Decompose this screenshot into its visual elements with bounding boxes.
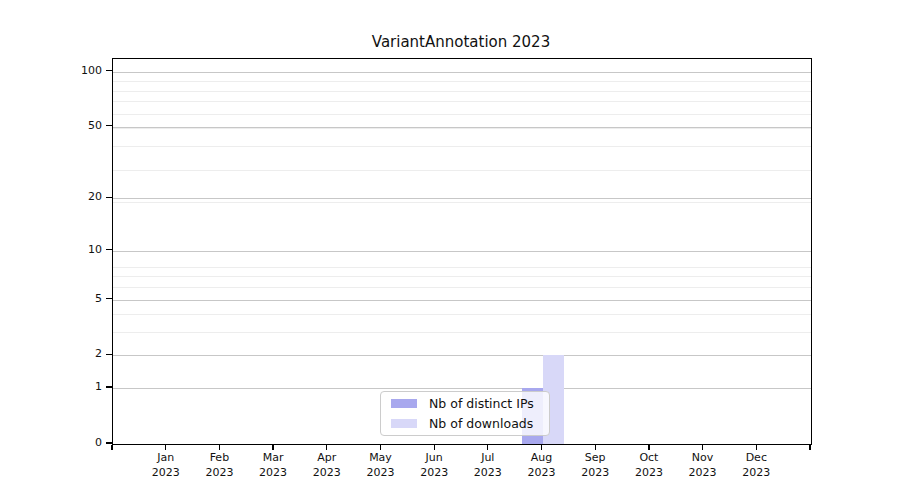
x-tick — [272, 445, 273, 450]
gridline-minor — [113, 101, 811, 102]
gridline-major — [113, 72, 811, 73]
x-tick-label: Aug2023 — [512, 450, 572, 480]
figure: VariantAnnotation 2023 0 1 2 5 10 20 50 100 Jan… — [0, 0, 900, 500]
y-tick — [106, 70, 112, 71]
gridline-major — [113, 388, 811, 389]
gridline-minor — [113, 81, 811, 82]
x-tick — [702, 445, 703, 450]
x-tick-label: Feb2023 — [189, 450, 249, 480]
x-tick — [595, 445, 596, 450]
legend: Nb of distinct IPs Nb of downloads — [380, 391, 550, 436]
x-tick-label: Apr2023 — [297, 450, 357, 480]
gridline-minor — [113, 128, 811, 129]
x-tick — [380, 445, 381, 450]
x-tick — [648, 445, 649, 450]
x-tick-label: Jan2023 — [136, 450, 196, 480]
gridline-minor — [113, 91, 811, 92]
legend-label: Nb of distinct IPs — [429, 396, 534, 411]
gridline-minor — [113, 267, 811, 268]
y-tick-label: 2 — [62, 347, 102, 361]
gridline-major — [113, 198, 811, 199]
y-tick — [106, 442, 112, 443]
y-tick-label: 100 — [62, 64, 102, 78]
gridline-minor — [113, 114, 811, 115]
x-tick-label: Oct2023 — [619, 450, 679, 480]
x-tick — [809, 445, 810, 450]
legend-label: Nb of downloads — [429, 416, 533, 431]
x-tick — [165, 445, 166, 450]
y-tick-label: 50 — [62, 119, 102, 133]
legend-item-distinct-ips: Nb of distinct IPs — [389, 396, 541, 411]
gridline-major — [113, 355, 811, 356]
y-tick-label: 5 — [62, 292, 102, 306]
y-tick — [106, 125, 112, 126]
gridline-minor — [113, 170, 811, 171]
x-tick-label: May2023 — [351, 450, 411, 480]
gridline-minor — [113, 314, 811, 315]
gridline-major — [113, 300, 811, 301]
x-tick-label: Sep2023 — [565, 450, 625, 480]
legend-swatch-distinct-ips — [391, 399, 417, 408]
legend-swatch-downloads — [391, 419, 417, 428]
x-tick — [541, 445, 542, 450]
y-tick — [106, 249, 112, 250]
x-tick-label: Nov2023 — [673, 450, 733, 480]
x-tick-label: Jul2023 — [458, 450, 518, 480]
gridline-minor — [113, 146, 811, 147]
x-tick-label: Dec2023 — [726, 450, 786, 480]
legend-item-downloads: Nb of downloads — [389, 416, 541, 431]
x-tick-label: Jun2023 — [404, 450, 464, 480]
gridline-minor — [113, 287, 811, 288]
gridline-minor — [113, 276, 811, 277]
y-tick — [106, 354, 112, 355]
gridline-minor — [113, 202, 811, 203]
x-tick — [434, 445, 435, 450]
x-tick — [111, 445, 112, 450]
y-tick — [106, 197, 112, 198]
x-tick-label: Mar2023 — [243, 450, 303, 480]
x-tick — [326, 445, 327, 450]
x-tick — [219, 445, 220, 450]
y-tick — [106, 386, 112, 387]
gridline-major — [113, 251, 811, 252]
gridline-major — [113, 127, 811, 128]
chart-title: VariantAnnotation 2023 — [112, 33, 810, 51]
y-tick-label: 1 — [62, 380, 102, 394]
y-tick-label: 20 — [62, 190, 102, 204]
x-tick — [487, 445, 488, 450]
plot-area — [112, 58, 812, 445]
gridline-minor — [113, 332, 811, 333]
y-tick-label: 10 — [62, 243, 102, 257]
y-tick-label: 0 — [62, 436, 102, 450]
y-tick — [106, 298, 112, 299]
x-tick — [756, 445, 757, 450]
